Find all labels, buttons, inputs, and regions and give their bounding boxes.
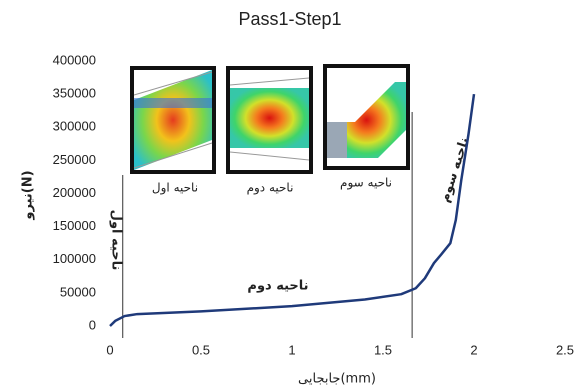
y-tick-label: 300000: [53, 119, 96, 134]
y-tick-label: 150000: [53, 218, 96, 233]
x-tick-label: 0: [106, 342, 113, 357]
chart-title: Pass1-Step1: [238, 9, 341, 29]
annotation: ناحیه اول: [109, 210, 124, 271]
annotation: ناحیه دوم: [247, 279, 308, 294]
y-tick-label: 100000: [53, 251, 96, 266]
y-tick-label: 50000: [60, 284, 96, 299]
y-tick-label: 0: [89, 317, 96, 332]
y-tick-label: 200000: [53, 185, 96, 200]
y-tick-label: 400000: [53, 52, 96, 67]
x-tick-label: 1: [288, 342, 295, 357]
inset-caption: ناحیه دوم: [247, 181, 294, 196]
inset-3: [325, 66, 408, 168]
inset-caption: ناحیه سوم: [340, 176, 392, 191]
y-axis-label: نیرو(N): [21, 170, 36, 220]
inset-1: [132, 68, 214, 172]
y-tick-label: 350000: [53, 86, 96, 101]
inset-2: [228, 68, 311, 172]
chart: Pass1-Step1 نیرو(N) جابجایی(mm) ناحیه او…: [0, 0, 582, 389]
x-tick-label: 0.5: [192, 342, 210, 357]
inset-caption: ناحیه اول: [152, 181, 198, 196]
x-tick-label: 2: [470, 342, 477, 357]
x-axis-label: جابجایی(mm): [298, 372, 376, 387]
y-tick-label: 250000: [53, 152, 96, 167]
x-tick-label: 1.5: [374, 342, 392, 357]
x-tick-label: 2.5: [556, 342, 574, 357]
